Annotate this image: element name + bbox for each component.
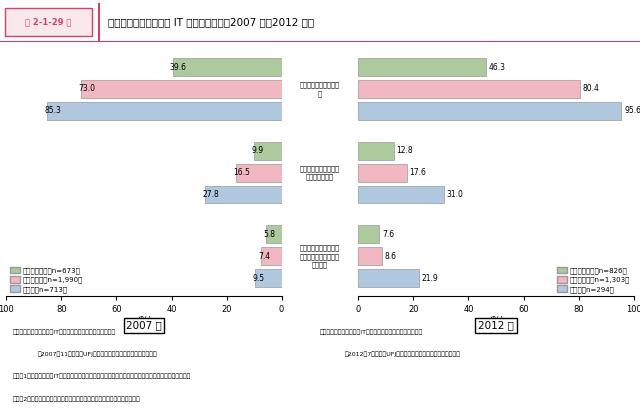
Bar <box>47 102 282 120</box>
Text: 85.3: 85.3 <box>44 106 61 116</box>
Bar <box>358 80 580 98</box>
Text: ネットショップ、ネッ
トオークションへの出
店・出品: ネットショップ、ネッ トオークションへの出 店・出品 <box>300 244 340 268</box>
Bar <box>261 247 282 265</box>
Text: 95.6: 95.6 <box>624 106 640 116</box>
Text: 16.5: 16.5 <box>234 168 250 177</box>
Bar <box>255 269 282 287</box>
Text: 17.6: 17.6 <box>410 168 426 177</box>
Bar <box>81 80 282 98</box>
Bar <box>205 186 282 203</box>
Text: （2012年7月、三菱UFJリサーチ＆コンサルティング（株））: （2012年7月、三菱UFJリサーチ＆コンサルティング（株）） <box>345 352 461 357</box>
Bar <box>358 58 486 76</box>
Bar <box>358 269 419 287</box>
Text: 80.4: 80.4 <box>582 84 599 93</box>
Text: 資料：中小企業庁委託「ITの活用に関するアンケート調査」: 資料：中小企業庁委託「ITの活用に関するアンケート調査」 <box>320 329 423 335</box>
Text: 2．各項目によって回答企業数（回答比率算出時の母数）は異なる。: 2．各項目によって回答企業数（回答比率算出時の母数）は異なる。 <box>13 396 140 402</box>
Bar <box>358 226 380 243</box>
Text: 2007 年: 2007 年 <box>126 320 162 331</box>
Text: 31.0: 31.0 <box>447 190 463 199</box>
Bar <box>173 58 282 76</box>
Text: 2012 年: 2012 年 <box>478 320 514 331</box>
Text: 8.6: 8.6 <box>385 252 397 261</box>
Bar <box>358 164 407 181</box>
Text: 7.6: 7.6 <box>382 230 394 239</box>
Text: 自社サイトでの製品販
売・予約受付等: 自社サイトでの製品販 売・予約受付等 <box>300 165 340 180</box>
Text: 7.4: 7.4 <box>259 252 271 261</box>
X-axis label: (%): (%) <box>137 315 151 325</box>
Text: 9.9: 9.9 <box>252 146 264 155</box>
Text: 73.0: 73.0 <box>78 84 95 93</box>
Text: （2007年11月、三菱UFJリサーチ＆コンサルティング（株））: （2007年11月、三菱UFJリサーチ＆コンサルティング（株）） <box>38 352 157 357</box>
Text: 9.5: 9.5 <box>253 274 265 283</box>
Text: 第 2-1-29 図: 第 2-1-29 図 <box>25 18 71 26</box>
Legend: 小規模事業者（n=826）, 中規模企業（n=1,303）, 大企業（n=294）: 小規模事業者（n=826）, 中規模企業（n=1,303）, 大企業（n=294… <box>557 267 630 293</box>
Text: 規模別・利用形態別の IT の導入の状況（2007 年、2012 年）: 規模別・利用形態別の IT の導入の状況（2007 年、2012 年） <box>108 17 314 27</box>
Bar <box>254 142 282 160</box>
Bar <box>266 226 282 243</box>
Legend: 小規模事業者（n=673）, 中規模企業（n=1,990）, 大企業（n=713）: 小規模事業者（n=673）, 中規模企業（n=1,990）, 大企業（n=713… <box>10 267 83 293</box>
Bar <box>358 186 444 203</box>
Bar <box>358 102 621 120</box>
Text: 39.6: 39.6 <box>170 63 187 71</box>
X-axis label: (%): (%) <box>489 315 503 325</box>
Text: 21.9: 21.9 <box>421 274 438 283</box>
Text: 46.3: 46.3 <box>488 63 506 71</box>
Text: （注）1．各利用形態のITの導入の状況について「実施している」と回答した企業の割合を示している。: （注）1．各利用形態のITの導入の状況について「実施している」と回答した企業の割… <box>13 374 191 379</box>
Text: 27.8: 27.8 <box>202 190 219 199</box>
Text: 12.8: 12.8 <box>396 146 413 155</box>
Bar <box>236 164 282 181</box>
Text: 5.8: 5.8 <box>263 230 275 239</box>
Text: 資料：中小企業庁委託「ITの活用に関するアンケート調査」: 資料：中小企業庁委託「ITの活用に関するアンケート調査」 <box>13 329 116 335</box>
Text: 自社ホームページの開
設: 自社ホームページの開 設 <box>300 81 340 97</box>
Bar <box>358 247 382 265</box>
FancyBboxPatch shape <box>5 8 92 36</box>
Bar <box>358 142 394 160</box>
